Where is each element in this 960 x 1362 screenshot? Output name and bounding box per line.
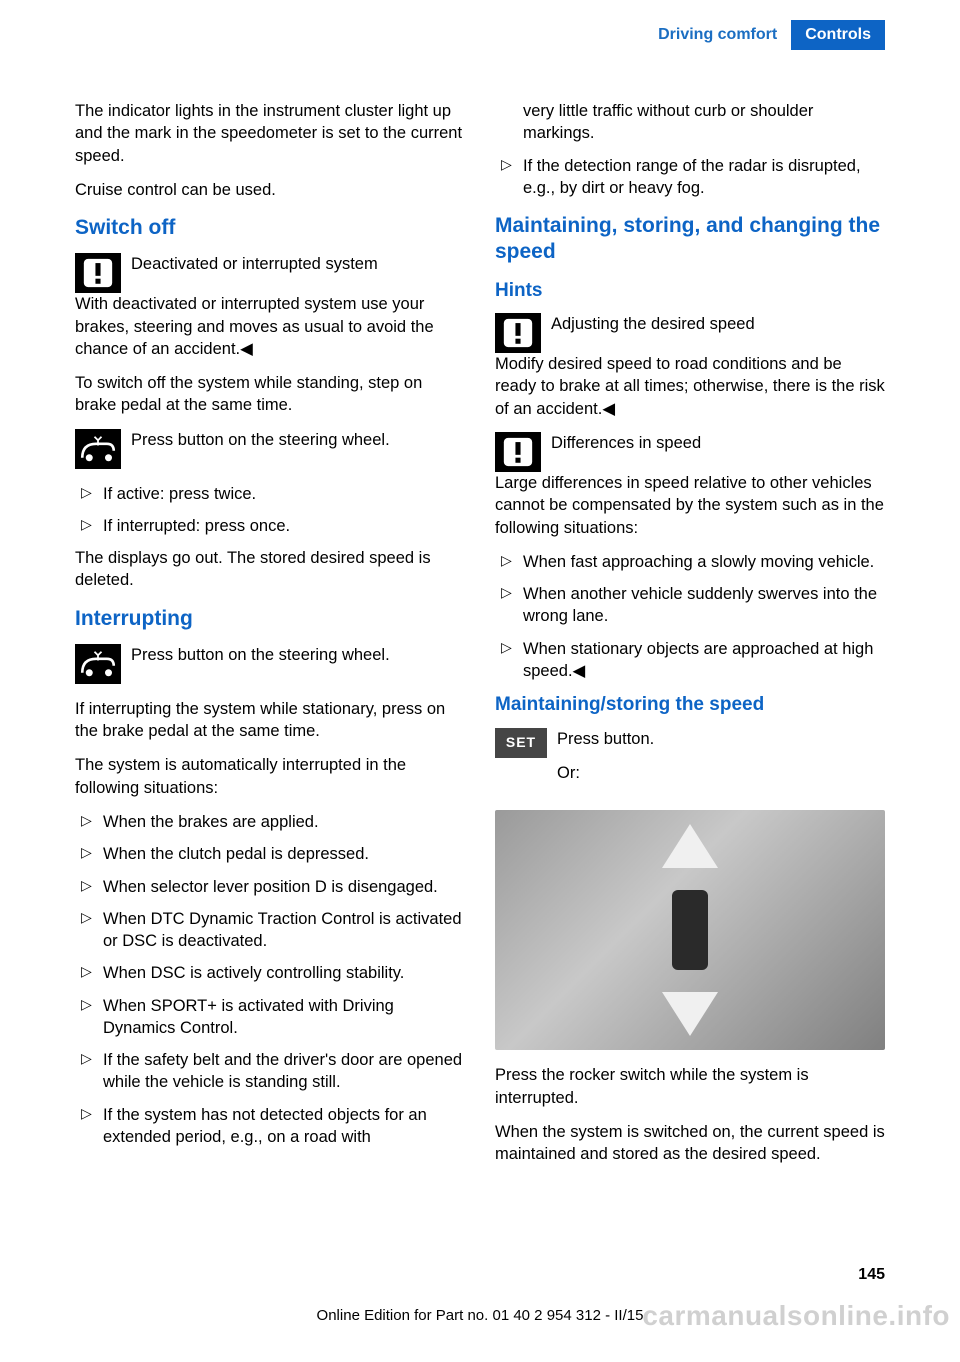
body-text: The system is automatically interrupted … (75, 754, 465, 799)
body-text: To switch off the system while standing,… (75, 372, 465, 417)
list-item: If interrupted: press once. (75, 515, 465, 537)
warning-body: Modify desired speed to road conditions … (495, 353, 885, 420)
switchoff-bullets: If active: press twice. If interrupted: … (75, 483, 465, 538)
interrupt-bullets: When the brakes are applied. When the cl… (75, 811, 465, 1148)
right-column: very little traffic without curb or shou… (495, 100, 885, 1177)
heading-interrupting: Interrupting (75, 606, 465, 632)
list-item-continuation: very little traffic without curb or shou… (495, 100, 885, 145)
list-item: If active: press twice. (75, 483, 465, 505)
list-item: If the system has not detected objects f… (75, 1104, 465, 1149)
heading-switch-off: Switch off (75, 215, 465, 241)
watermark: carmanualsonline.info (642, 1300, 950, 1332)
list-item: When fast approaching a slowly moving ve… (495, 551, 885, 573)
instruction-text: Press button. (557, 728, 885, 750)
hints-bullets: When fast approaching a slowly moving ve… (495, 551, 885, 682)
interrupt-bullets-cont: If the detection range of the radar is d… (495, 155, 885, 200)
breadcrumb-section: Driving comfort (644, 20, 791, 50)
list-item: When selector lever position D is diseng… (75, 876, 465, 898)
list-item: When SPORT+ is activated with Driving Dy… (75, 995, 465, 1040)
list-item: When DSC is actively controlling stabili… (75, 962, 465, 984)
warning-title: Differences in speed (551, 432, 885, 454)
list-item: When stationary objects are approached a… (495, 638, 885, 683)
warning-icon (495, 313, 541, 353)
warning-body: With deactivated or interrupted system u… (75, 293, 465, 360)
list-item: When the brakes are applied. (75, 811, 465, 833)
rocker-switch-photo (495, 810, 885, 1050)
heading-hints: Hints (495, 278, 885, 304)
instruction-text: Or: (557, 762, 885, 784)
heading-maintaining: Maintaining, storing, and changing the s… (495, 213, 885, 266)
body-text: The indicator lights in the instrument c… (75, 100, 465, 167)
body-text: If interrupting the system while station… (75, 698, 465, 743)
breadcrumb: Driving comfort Controls (644, 20, 885, 50)
warning-icon (495, 432, 541, 472)
cruise-button-icon (75, 644, 121, 684)
page-number: 145 (858, 1266, 885, 1284)
warning-title: Deactivated or interrupted system (131, 253, 465, 275)
body-text: Cruise control can be used. (75, 179, 465, 201)
warning-icon (75, 253, 121, 293)
warning-body: Large differences in speed relative to o… (495, 472, 885, 539)
left-column: The indicator lights in the instrument c… (75, 100, 465, 1177)
page-content: The indicator lights in the instrument c… (75, 100, 885, 1177)
set-button-icon: SET (495, 728, 547, 758)
body-text: The displays go out. The stored desired … (75, 547, 465, 592)
body-text: When the system is switched on, the curr… (495, 1121, 885, 1166)
list-item: When the clutch pedal is depressed. (75, 843, 465, 865)
instruction-text: Press button on the steering wheel. (131, 429, 465, 451)
list-item: When another vehicle suddenly swerves in… (495, 583, 885, 628)
breadcrumb-chapter: Controls (791, 20, 885, 50)
list-item: If the detection range of the radar is d… (495, 155, 885, 200)
heading-maintaining-storing: Maintaining/storing the speed (495, 692, 885, 718)
list-item: When DTC Dynamic Traction Control is act… (75, 908, 465, 953)
list-item: If the safety belt and the driver's door… (75, 1049, 465, 1094)
body-text: Press the rocker switch while the system… (495, 1064, 885, 1109)
instruction-text: Press button on the steering wheel. (131, 644, 465, 666)
cruise-button-icon (75, 429, 121, 469)
warning-title: Adjusting the desired speed (551, 313, 885, 335)
